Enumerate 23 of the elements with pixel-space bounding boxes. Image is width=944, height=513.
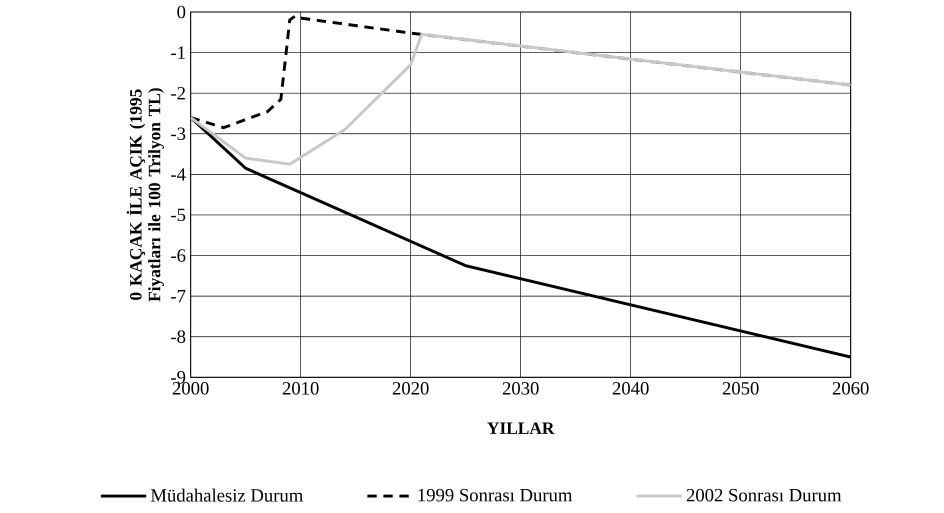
y-tick-label: 0 — [177, 6, 186, 18]
x-tick-label: 2060 — [832, 382, 869, 394]
y-tick-label: -1 — [171, 46, 185, 59]
y-tick-label: -9 — [171, 370, 186, 384]
y-axis-title: 0 KAÇAK İLE AÇIK (1995 Fiyatları ile 100 Trilyon TL) — [126, 88, 164, 302]
y-tick-label: -6 — [171, 249, 186, 262]
legend-label: 1999 Sonrası Durum — [418, 488, 572, 502]
y-tick-label: -5 — [171, 208, 186, 222]
x-tick-label: 2030 — [502, 382, 539, 394]
x-tick-label: 2000 — [172, 382, 209, 394]
legend-label: Müdahalesiz Durum — [150, 488, 304, 502]
x-tick-label: 2020 — [392, 382, 429, 394]
y-tick-label: -2 — [171, 86, 185, 100]
y-tick-label: -8 — [171, 330, 186, 343]
x-tick-label: 2050 — [722, 382, 759, 394]
y-tick-label: -4 — [171, 168, 186, 180]
x-axis-title: YILLAR — [487, 422, 555, 434]
y-tick-label: -3 — [171, 127, 186, 140]
x-tick-label: 2010 — [282, 382, 319, 394]
line-series — [190, 32, 851, 166]
legend-label: 2002 Sonrası Durum — [686, 488, 842, 502]
x-tick-label: 2040 — [612, 382, 649, 394]
y-tick-label: -7 — [171, 290, 186, 302]
